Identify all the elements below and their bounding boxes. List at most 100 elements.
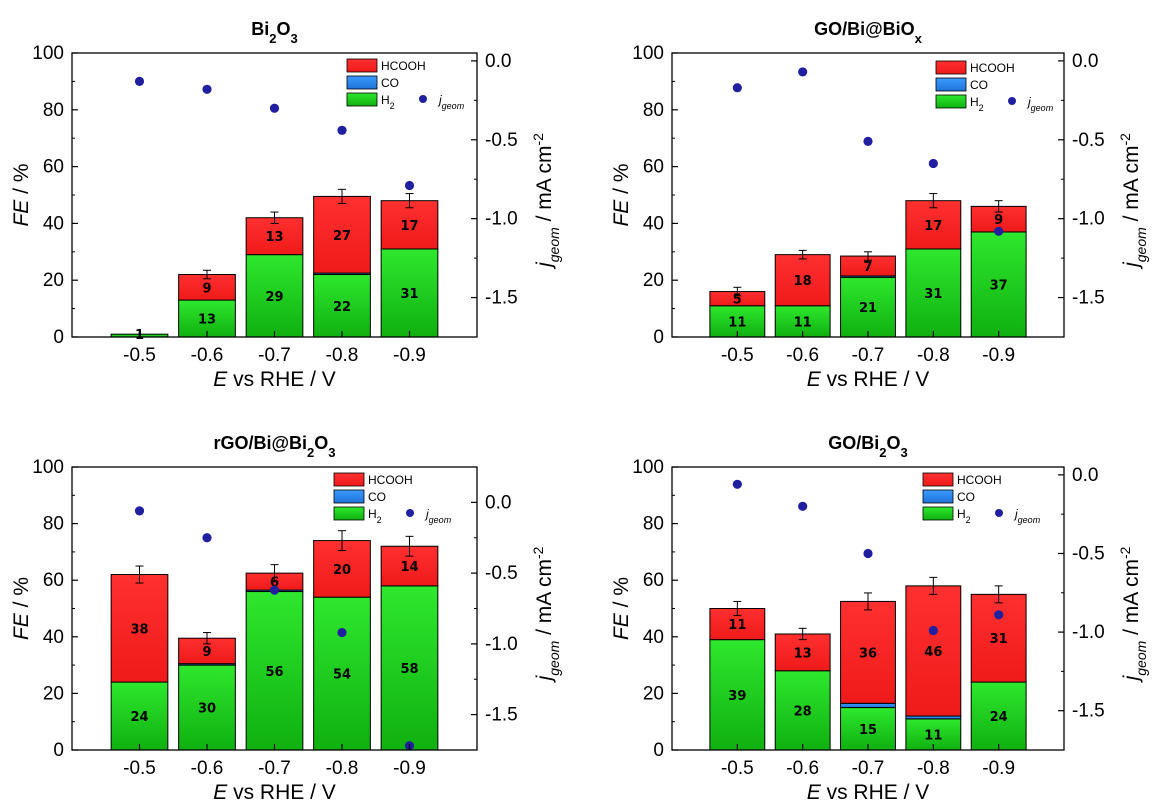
jgeom-point (863, 548, 873, 559)
y2-axis-title: jgeom / mA cm-2 (1117, 546, 1149, 683)
jgeom-point (337, 627, 347, 638)
y-tick-label: 60 (43, 570, 64, 591)
data-label-hcooh: 6 (270, 576, 279, 591)
jgeom-point (798, 501, 808, 511)
bar-h2 (313, 274, 371, 338)
data-label-h2: 11 (924, 728, 942, 743)
chart-panel-1: Bi2O311392913222731170204060801000.0-0.5… (10, 19, 562, 391)
y-tick-label: 80 (43, 514, 64, 535)
legend-hcooh-swatch (935, 60, 967, 75)
y-tick-label: 20 (643, 683, 664, 704)
x-tick-label: -0.5 (721, 758, 754, 779)
x-tick-label: -0.7 (852, 345, 885, 366)
chart-title: Bi2O3 (251, 19, 297, 46)
x-tick-label: -0.6 (786, 345, 819, 366)
jgeom-point (798, 67, 808, 77)
legend-co-swatch (935, 77, 967, 92)
data-label-h2: 24 (990, 710, 1008, 725)
y2-tick-label: -0.5 (1072, 543, 1105, 564)
legend-h2-label: H2 (957, 507, 971, 525)
jgeom-point (994, 226, 1004, 236)
y-tick-label: 0 (53, 327, 64, 348)
jgeom-point (994, 610, 1004, 620)
jgeom-point (928, 158, 938, 169)
data-label-hcooh: 14 (400, 560, 418, 575)
x-tick-label: -0.8 (917, 758, 950, 779)
legend-h2-label: H2 (970, 95, 984, 113)
x-tick-label: -0.5 (721, 345, 754, 366)
chart-panel-4: GO/Bi2O3 39 11 28 13 15 36 11 46 24 31 0 20 40 60 80 100… (610, 433, 1149, 804)
legend-jgeom-label: jgeom (1013, 507, 1041, 525)
legend-co-label: CO (368, 490, 386, 504)
y-tick-label: 40 (43, 213, 64, 234)
y-tick-label: 20 (43, 683, 64, 704)
y2-tick-label: -1.5 (485, 288, 518, 309)
legend-jgeom-label: jgeom (437, 93, 465, 111)
legend-hcooh-label: HCOOH (381, 59, 426, 73)
legend-co-label: CO (970, 78, 988, 92)
legend-h2-swatch (935, 94, 967, 109)
chart-panel-2: GO/Bi@BiOx 11 5 11 18 21 7 31 17 37 9 0 20 40 60 80 100 0… (610, 19, 1149, 391)
y2-tick-label: -1.5 (1072, 288, 1105, 309)
bar-h2 (970, 681, 1027, 751)
legend-jgeom-marker (406, 509, 414, 517)
jgeom-point (732, 479, 742, 489)
jgeom-point (202, 533, 212, 543)
y-tick-label: 80 (43, 100, 64, 121)
legend-hcooh-swatch (922, 472, 954, 487)
data-label-h2: 15 (859, 723, 877, 738)
y2-tick-label: -1.5 (485, 705, 518, 726)
x-tick-label: -0.8 (917, 345, 950, 366)
y-axis-title: FE / % (10, 163, 33, 226)
y2-tick-label: -0.5 (485, 130, 518, 151)
y-tick-label: 40 (643, 627, 664, 648)
x-tick-label: -0.5 (123, 758, 156, 779)
y2-tick-label: -0.5 (485, 563, 518, 584)
chart-title: GO/Bi2O3 (828, 433, 908, 460)
y-tick-label: 0 (653, 740, 664, 761)
legend-hcooh-swatch (346, 58, 378, 73)
data-label-h2: 29 (265, 290, 283, 305)
x-tick-label: -0.7 (258, 345, 291, 366)
x-tick-label: -0.8 (326, 758, 359, 779)
legend-hcooh-label: HCOOH (970, 61, 1015, 75)
x-tick-label: -0.6 (191, 345, 224, 366)
y-tick-label: 40 (643, 213, 664, 234)
y2-axis-title: jgeom / mA cm-2 (1117, 133, 1149, 270)
data-label-hcooh: 38 (130, 622, 148, 637)
x-tick-label: -0.9 (982, 758, 1015, 779)
y-axis-title: FE / % (10, 577, 33, 640)
bar-h2 (774, 670, 831, 751)
data-label-h2: 58 (400, 662, 418, 677)
data-label-h2: 28 (794, 704, 812, 719)
y-tick-label: 80 (643, 100, 664, 121)
legend-co-swatch (922, 489, 954, 504)
data-label-h2: 30 (198, 702, 216, 717)
legend-co-label: CO (381, 76, 399, 90)
data-label-h2: 11 (794, 315, 812, 330)
chart-panel-3: rGO/Bi@Bi2O3 24 38 30 9 56 6 54 20 58 14 0 20 40 60 80 1… (10, 433, 562, 804)
data-label-hcooh: 9 (994, 213, 1003, 228)
y-tick-label: 60 (43, 157, 64, 178)
y2-tick-label: 0.0 (1072, 465, 1098, 486)
data-label-hcooh: 18 (794, 274, 812, 289)
y-tick-label: 100 (32, 457, 64, 478)
x-tick-label: -0.8 (326, 345, 359, 366)
data-label-hcooh: 17 (400, 219, 418, 234)
data-label-h2: 22 (333, 300, 351, 315)
jgeom-point (134, 506, 145, 516)
legend-jgeom-marker (995, 509, 1003, 517)
bar-co (840, 702, 896, 709)
bar-h2 (110, 681, 169, 751)
y-tick-label: 60 (643, 157, 664, 178)
legend-jgeom-marker (1008, 97, 1016, 105)
data-label-hcooh: 17 (924, 219, 942, 234)
bar-hcooh (905, 585, 962, 717)
data-label-hcooh: 36 (859, 646, 877, 661)
legend-hcooh-label: HCOOH (957, 473, 1002, 487)
jgeom-point (337, 125, 347, 135)
legend-h2-swatch (346, 92, 378, 107)
data-label-hcooh: 46 (924, 645, 942, 660)
bar-h2 (380, 248, 439, 338)
